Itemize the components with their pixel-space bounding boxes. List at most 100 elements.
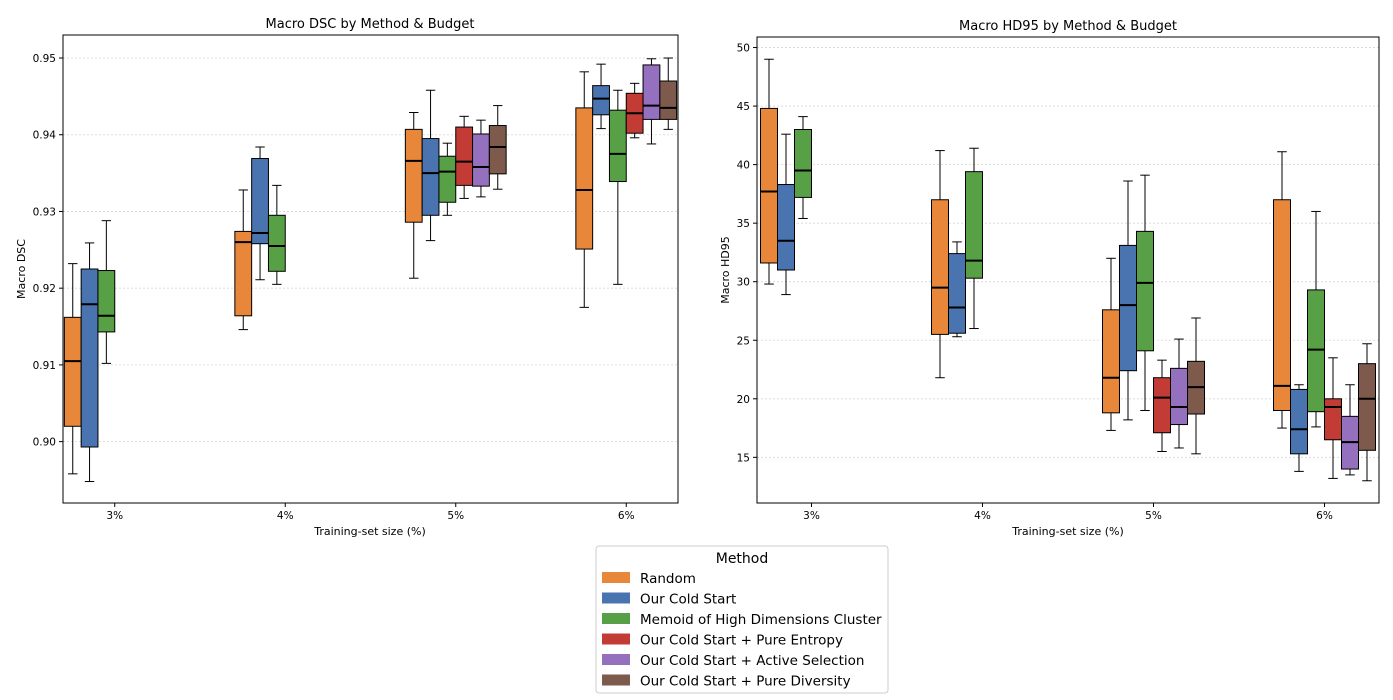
y-tick-label: 30 xyxy=(737,277,750,289)
box-body xyxy=(1324,398,1342,441)
box-body xyxy=(1136,230,1154,352)
y-tick-label: 0.94 xyxy=(33,130,57,142)
box-memoid-of-high-dimensions-cluster-4pct xyxy=(267,184,286,285)
box-our-cold-start-pure-entropy-6pct xyxy=(625,82,644,139)
legend-swatch xyxy=(602,654,630,665)
y-tick-label: 0.91 xyxy=(33,360,56,372)
box-random-3pct xyxy=(63,263,82,475)
box-body xyxy=(794,128,812,198)
box-body xyxy=(659,80,678,120)
box-body xyxy=(1119,244,1137,372)
chart-macro-hd95: Macro HD95 by Method & Budget Training-s… xyxy=(719,19,1380,538)
legend-item-label: Our Cold Start + Active Selection xyxy=(640,653,864,669)
y-tick-label: 20 xyxy=(737,394,750,406)
box-random-5pct xyxy=(1102,257,1120,431)
box-body xyxy=(455,126,474,186)
box-our-cold-start-3pct xyxy=(80,242,99,483)
legend-swatch xyxy=(602,592,630,604)
box-body xyxy=(760,107,778,264)
legend-swatch xyxy=(602,613,630,624)
box-body xyxy=(777,184,795,271)
box-body xyxy=(1358,363,1376,451)
y-tick-label: 45 xyxy=(737,101,750,113)
y-tick-label: 40 xyxy=(737,160,750,172)
box-random-6pct xyxy=(575,71,594,308)
box-body xyxy=(592,85,610,116)
legend-items: Random Our Cold Start Memoid of High Dimen… xyxy=(602,571,882,690)
y-tick-label: 0.90 xyxy=(33,437,56,449)
box-body xyxy=(404,128,423,223)
box-random-3pct xyxy=(760,58,778,285)
box-our-cold-start-5pct xyxy=(421,89,440,242)
box-body xyxy=(948,253,966,334)
box-our-cold-start-pure-entropy-5pct xyxy=(455,115,474,199)
y-axis-ticks: 0.90 0.91 0.92 0.93 0.94 0.95 xyxy=(33,53,63,449)
box-body xyxy=(1290,388,1308,455)
box-body xyxy=(267,214,286,272)
box-random-4pct xyxy=(234,189,253,331)
legend-swatch xyxy=(602,674,630,686)
plot-frame xyxy=(756,36,1380,504)
chart-title: Macro DSC by Method & Budget xyxy=(266,17,475,32)
box-our-cold-start-4pct xyxy=(251,146,269,281)
box-body xyxy=(97,270,116,333)
box-body xyxy=(931,199,949,335)
x-tick-label: 5% xyxy=(447,510,464,522)
x-tick-label: 3% xyxy=(803,510,820,522)
box-body xyxy=(1170,367,1188,426)
legend-swatch xyxy=(602,572,630,583)
box-memoid-of-high-dimensions-cluster-6pct xyxy=(608,89,627,285)
x-axis-label: Training-set size (%) xyxy=(313,525,426,538)
box-our-cold-start-pure-diversity-5pct xyxy=(488,105,507,190)
y-axis-label: Macro DSC xyxy=(15,239,28,299)
legend-frame xyxy=(595,545,889,694)
box-body xyxy=(608,109,627,183)
box-body xyxy=(965,171,983,279)
box-random-5pct xyxy=(404,111,423,279)
box-body xyxy=(1273,199,1291,412)
x-axis-ticks: 3% 4% 5% 6% xyxy=(803,503,1333,522)
y-tick-label: 35 xyxy=(737,218,750,230)
box-memoid-of-high-dimensions-cluster-4pct xyxy=(965,147,983,330)
y-tick-label: 0.93 xyxy=(33,206,56,218)
box-memoid-of-high-dimensions-cluster-5pct xyxy=(1136,174,1154,412)
box-our-cold-start-active-selection-6pct xyxy=(1341,384,1359,476)
y-tick-label: 0.92 xyxy=(33,283,56,295)
legend-title: Method xyxy=(716,551,769,567)
x-tick-label: 4% xyxy=(277,510,294,522)
box-body xyxy=(642,64,661,120)
box-memoid-of-high-dimensions-cluster-5pct xyxy=(438,142,457,216)
box-our-cold-start-active-selection-5pct xyxy=(472,119,490,198)
box-our-cold-start-pure-entropy-6pct xyxy=(1324,357,1342,479)
box-our-cold-start-6pct xyxy=(1290,384,1308,472)
chart-title: Macro HD95 by Method & Budget xyxy=(959,19,1177,34)
box-memoid-of-high-dimensions-cluster-6pct xyxy=(1307,210,1325,428)
legend-item-label: Our Cold Start xyxy=(640,592,736,608)
box-body xyxy=(575,107,594,250)
box-body xyxy=(488,125,507,175)
box-our-cold-start-3pct xyxy=(777,133,795,296)
box-body xyxy=(234,230,253,317)
legend-item-label: Memoid of High Dimensions Cluster xyxy=(640,612,882,628)
box-random-6pct xyxy=(1273,151,1291,429)
box-our-cold-start-active-selection-6pct xyxy=(642,58,661,145)
y-axis-ticks: 15 20 25 30 35 40 45 50 xyxy=(737,43,757,464)
box-body xyxy=(1307,289,1325,413)
box-our-cold-start-pure-diversity-5pct xyxy=(1187,317,1205,455)
legend-swatch xyxy=(602,633,630,645)
box-our-cold-start-active-selection-5pct xyxy=(1170,338,1188,449)
x-tick-label: 3% xyxy=(106,510,123,522)
y-tick-label: 50 xyxy=(737,43,750,55)
box-body xyxy=(472,133,490,187)
box-memoid-of-high-dimensions-cluster-3pct xyxy=(794,116,812,219)
x-tick-label: 6% xyxy=(618,510,635,522)
box-body xyxy=(63,316,82,427)
legend-item-label: Our Cold Start + Pure Diversity xyxy=(640,674,851,690)
box-our-cold-start-pure-diversity-6pct xyxy=(659,57,678,130)
x-tick-label: 5% xyxy=(1145,510,1162,522)
legend: Method Random Our Cold Start Memoid of Hig… xyxy=(595,545,889,694)
y-axis-label: Macro HD95 xyxy=(719,236,732,304)
box-our-cold-start-pure-diversity-6pct xyxy=(1358,343,1376,482)
box-body xyxy=(1102,309,1120,414)
